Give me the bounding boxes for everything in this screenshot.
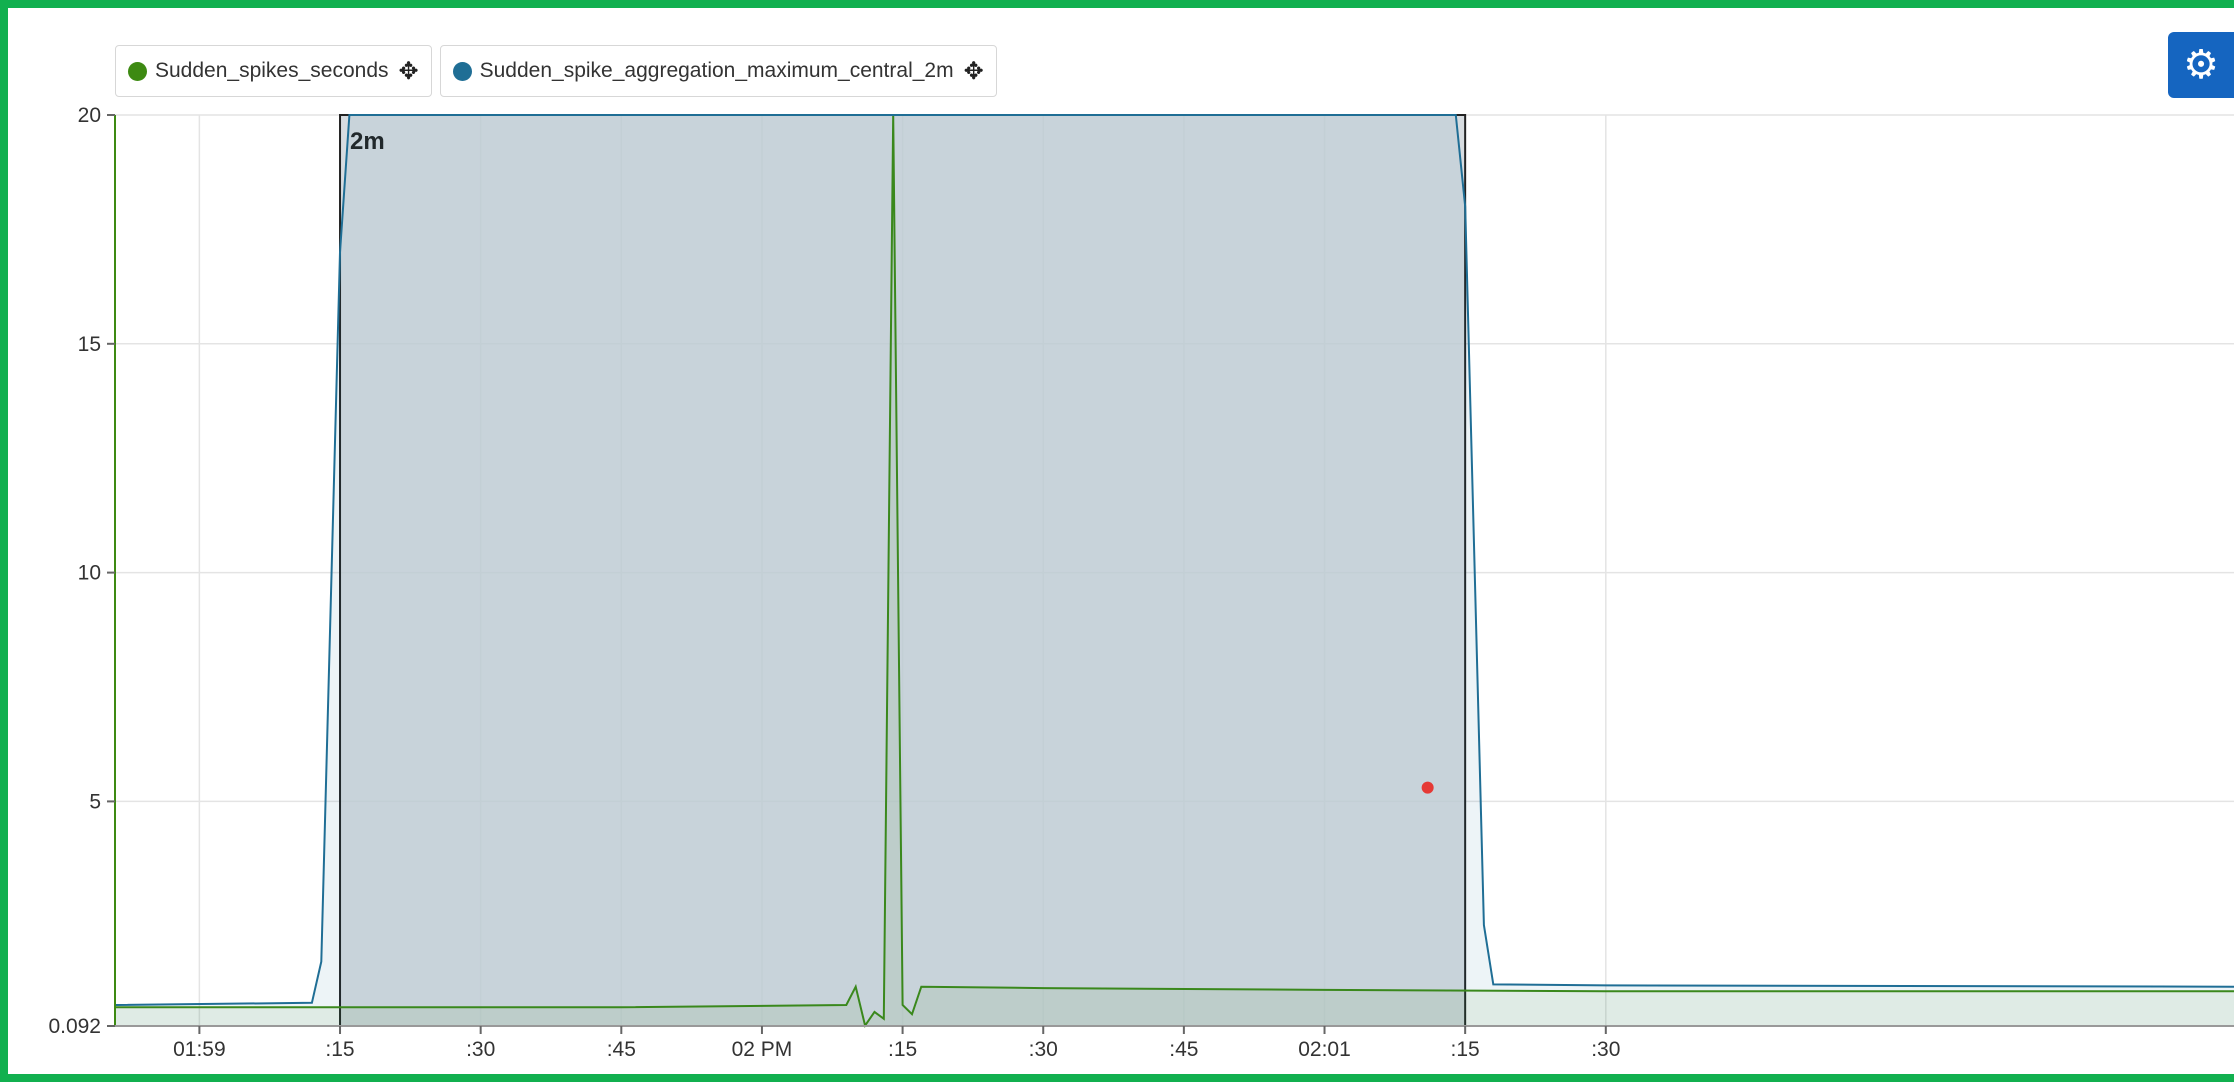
x-tick-label: 02:01	[1298, 1038, 1351, 1061]
y-tick-label: 5	[89, 790, 101, 813]
series-line-0[interactable]	[115, 114, 2234, 1029]
x-tick-label: :45	[607, 1038, 636, 1061]
gear-icon: ⚙	[2183, 43, 2219, 87]
series-area-1	[115, 115, 2234, 1026]
y-tick-label: 0.092	[48, 1015, 101, 1038]
x-tick-label: :30	[466, 1038, 495, 1061]
series-color-dot	[452, 61, 472, 81]
y-tick-label: 15	[78, 333, 101, 356]
legend-item-sudden-spikes-seconds[interactable]: Sudden_spikes_seconds ✥	[115, 45, 432, 97]
x-tick-label: :30	[1591, 1038, 1620, 1061]
x-tick-label: :30	[1029, 1038, 1058, 1061]
legend: Sudden_spikes_seconds ✥ Sudden_spike_agg…	[115, 45, 997, 97]
legend-label: Sudden_spike_aggregation_maximum_central…	[479, 59, 954, 82]
series-line-1[interactable]	[114, 114, 2234, 1006]
settings-button[interactable]: ⚙	[2168, 32, 2234, 98]
move-icon[interactable]: ✥	[963, 57, 984, 85]
legend-label: Sudden_spikes_seconds	[155, 59, 389, 82]
marker-point	[1421, 781, 1434, 794]
y-tick-label: 10	[78, 562, 101, 585]
legend-item-sudden-spike-aggregation[interactable]: Sudden_spike_aggregation_maximum_central…	[439, 45, 997, 97]
x-tick-label: :15	[325, 1038, 354, 1061]
x-tick-label: :45	[1169, 1038, 1198, 1061]
x-tick-label: 01:59	[173, 1038, 226, 1061]
move-icon[interactable]: ✥	[398, 57, 419, 85]
y-tick-label: 20	[78, 104, 101, 127]
selection-duration-label: 2m	[350, 128, 385, 155]
selection-region[interactable]	[339, 114, 1467, 1027]
x-tick-label: 02 PM	[732, 1038, 793, 1061]
series-color-dot	[128, 61, 147, 81]
x-tick-label: :15	[888, 1038, 917, 1061]
x-tick-label: :15	[1451, 1038, 1480, 1061]
